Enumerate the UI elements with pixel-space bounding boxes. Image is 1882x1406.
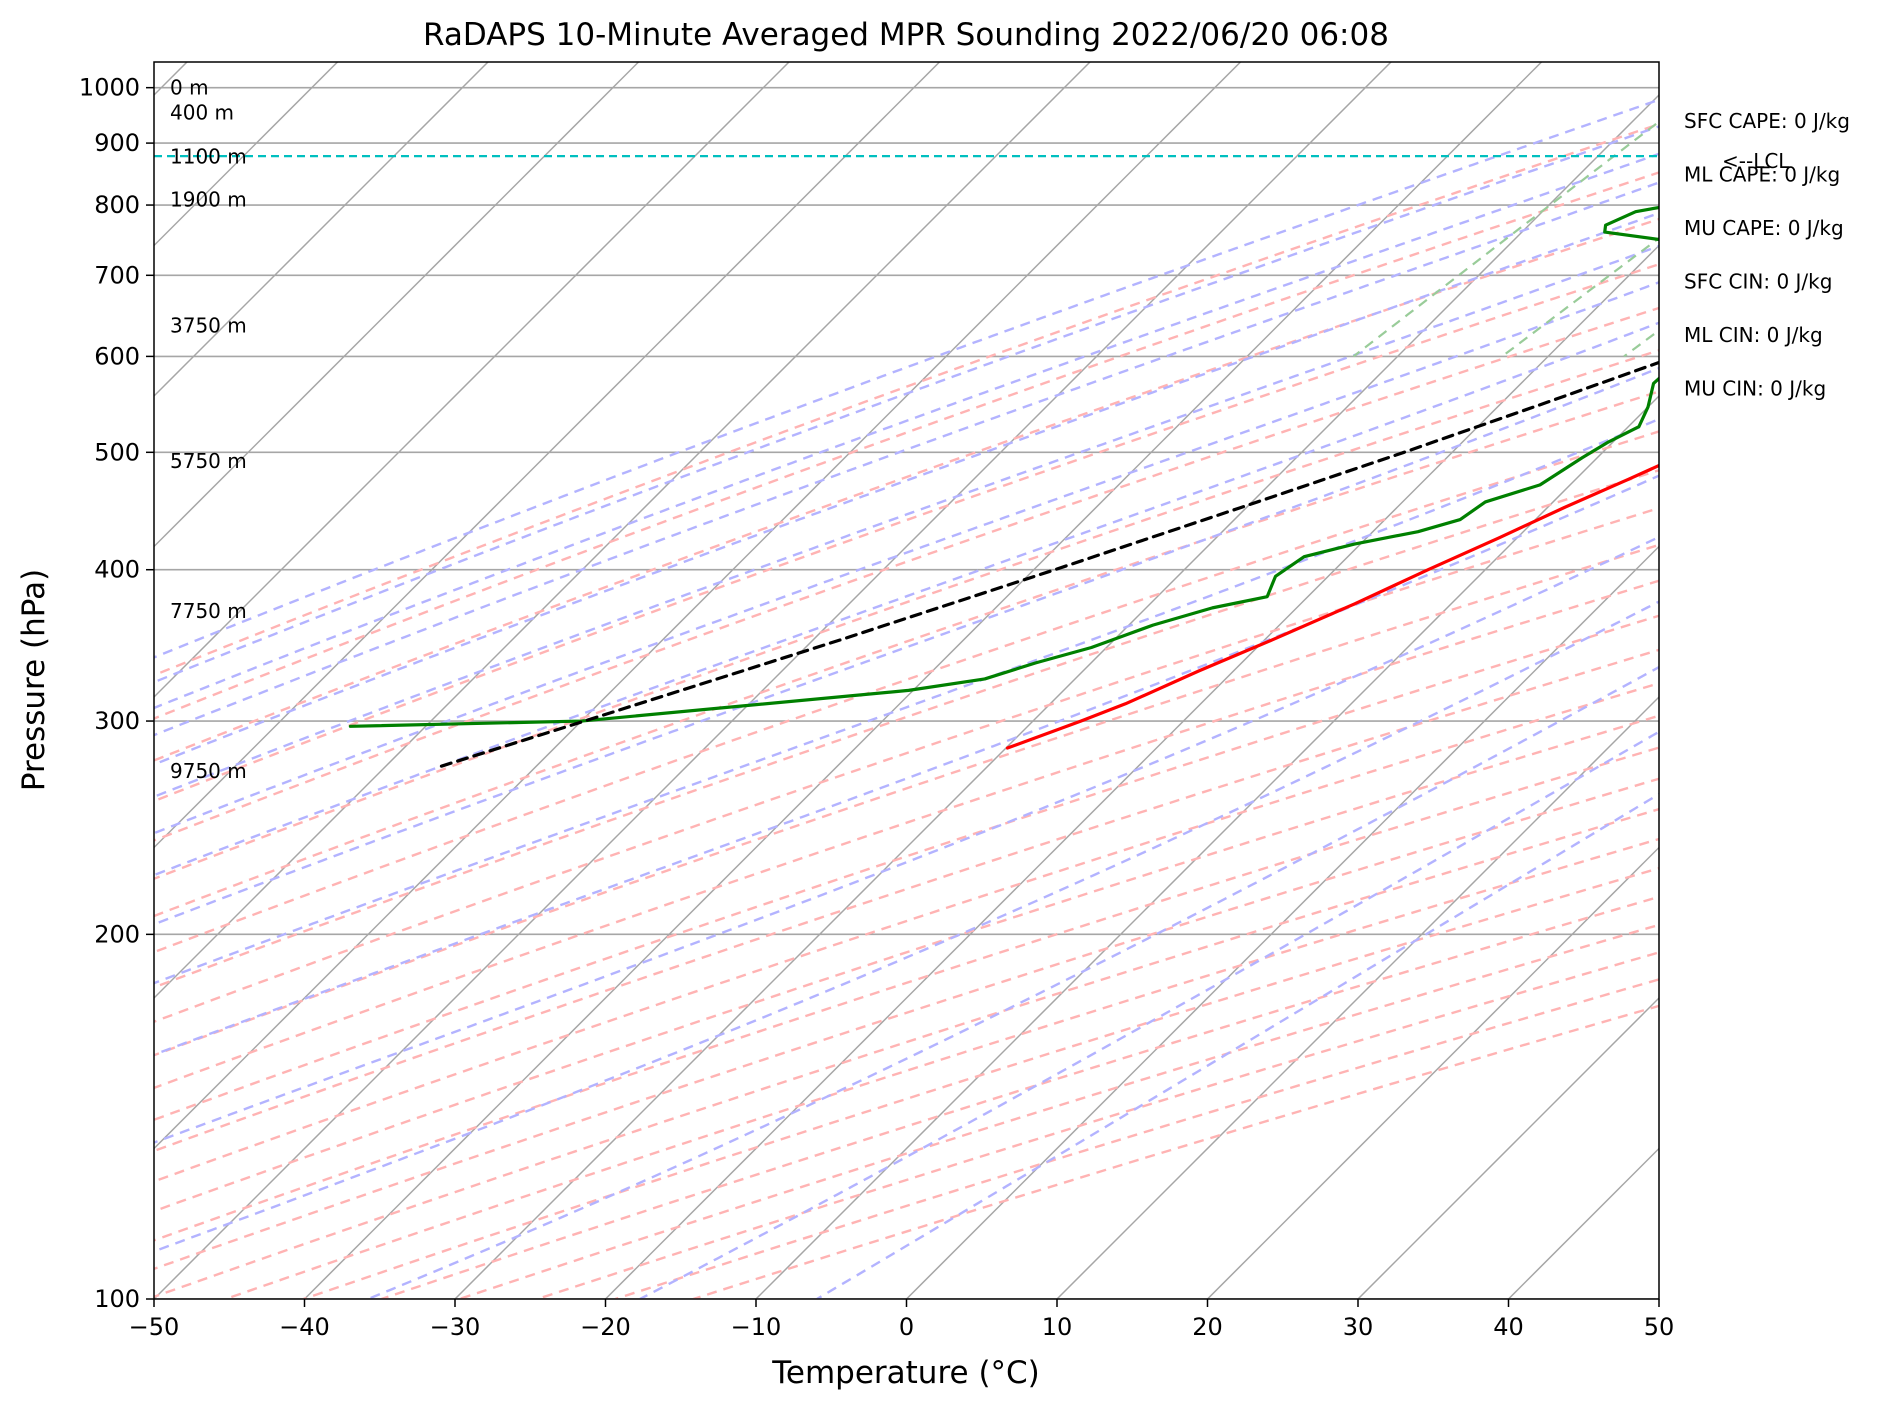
dry-adiabat-line — [154, 122, 1659, 677]
dry-adiabat-line — [154, 746, 1659, 1242]
isotherm-line — [755, 394, 1659, 1299]
axes: −50 −40 −30 −20 −10 0 10 20 30 40 50 100 200 300 400 50… — [79, 74, 1674, 1341]
moist-adiabat-line — [154, 366, 1659, 926]
isotherm-line — [154, 62, 1392, 1299]
x-tick-label: 30 — [1343, 1313, 1374, 1341]
x-tick-label: 10 — [1042, 1313, 1073, 1341]
y-tick-label: 800 — [94, 191, 140, 219]
dry-adiabat-line — [154, 262, 1659, 803]
x-tick-label: −30 — [430, 1313, 481, 1341]
y-tick-label: 300 — [94, 707, 140, 735]
moist-adiabat-line — [154, 98, 1659, 659]
y-tick-label: 700 — [94, 261, 140, 289]
moist-adiabat-line — [154, 474, 1659, 1056]
height-label: 5750 m — [170, 449, 247, 473]
y-axis-label: Pressure (hPa) — [16, 569, 52, 791]
isotherm-line — [154, 62, 640, 548]
y-tick-label: 500 — [94, 438, 140, 466]
mixing-ratio-line — [1623, 329, 1659, 358]
dry-adiabat-line — [154, 390, 1659, 918]
isotherm-line — [454, 93, 1659, 1299]
y-tick-label: 200 — [94, 920, 140, 948]
dry-adiabat-line — [154, 543, 1659, 1057]
moist-adiabat-line — [154, 281, 1659, 835]
mixing-ratio-line — [1868, 62, 1882, 356]
moist-adiabat-line — [367, 665, 1659, 1299]
x-tick-label: −50 — [129, 1313, 180, 1341]
dry-adiabat-line — [154, 506, 1659, 1024]
height-label: 3750 m — [170, 313, 247, 337]
moist-adiabat-line — [154, 417, 1659, 985]
x-tick-label: 40 — [1493, 1313, 1524, 1341]
y-tick-label: 900 — [94, 129, 140, 157]
temperature-trace — [1005, 463, 1659, 750]
index-label: ML CAPE: 0 J/kg — [1684, 163, 1840, 187]
index-label: ML CIN: 0 J/kg — [1684, 323, 1823, 347]
moist-adiabat-line — [154, 535, 1659, 1144]
height-label: 0 m — [170, 76, 209, 100]
isotherm-line — [154, 62, 941, 849]
mixing-ratio-line — [1501, 236, 1659, 358]
moist-adiabat-line — [154, 125, 1659, 684]
moist-adiabat-line — [154, 600, 1659, 1253]
index-label: SFC CAPE: 0 J/kg — [1684, 109, 1850, 133]
height-label: 9750 m — [170, 759, 247, 783]
isotherm-line — [905, 545, 1659, 1299]
x-tick-label: 20 — [1192, 1313, 1223, 1341]
x-axis-label: Temperature (°C) — [771, 1355, 1040, 1391]
height-label: 1900 m — [170, 187, 247, 211]
moist-adiabat-line — [816, 792, 1659, 1299]
isotherm-line — [154, 62, 1242, 1150]
x-tick-label: −20 — [580, 1313, 631, 1341]
dewpoint-trace — [348, 205, 1659, 728]
isotherm-line — [154, 62, 489, 398]
x-tick-label: −10 — [731, 1313, 782, 1341]
index-label: MU CIN: 0 J/kg — [1684, 377, 1826, 401]
chart-title: RaDAPS 10-Minute Averaged MPR Sounding 2… — [423, 17, 1389, 53]
dry-adiabat-line — [154, 579, 1659, 1090]
isotherm-line — [604, 244, 1659, 1299]
moist-adiabat-line — [154, 181, 1659, 737]
moist-adiabat-line — [154, 321, 1659, 877]
dry-adiabat-line — [154, 306, 1659, 842]
dry-adiabat-line — [614, 978, 1659, 1299]
x-tick-label: 50 — [1644, 1313, 1675, 1341]
height-label: 7750 m — [170, 599, 247, 623]
background-lines — [154, 62, 1882, 1299]
dry-adiabat-line — [154, 171, 1659, 720]
x-tick-label: 0 — [899, 1313, 914, 1341]
lcl-label: <--LCL — [1722, 149, 1790, 173]
mixing-ratio-line — [1352, 120, 1659, 358]
isotherm-line — [154, 62, 790, 699]
isotherm-line — [1056, 695, 1659, 1299]
index-label: SFC CIN: 0 J/kg — [1684, 270, 1832, 294]
dry-adiabat-line — [225, 837, 1659, 1299]
isotherm-line — [154, 62, 1091, 1000]
x-tick-label: −40 — [279, 1313, 330, 1341]
y-tick-label: 400 — [94, 556, 140, 584]
dry-adiabat-line — [154, 614, 1659, 1122]
parcel-trace — [437, 360, 1659, 769]
height-label: 1100 m — [170, 144, 247, 168]
y-tick-label: 600 — [94, 342, 140, 370]
isotherm-line — [303, 62, 1543, 1299]
y-tick-label: 1000 — [79, 74, 140, 102]
y-tick-label: 100 — [94, 1285, 140, 1313]
isotherm-line — [1206, 846, 1659, 1299]
isotherm-line — [1658, 1297, 1659, 1299]
dry-adiabat-line — [692, 1004, 1659, 1299]
moist-adiabat-line — [639, 730, 1659, 1299]
sounding-traces — [154, 155, 1659, 769]
index-label: MU CAPE: 0 J/kg — [1684, 216, 1844, 240]
height-label: 400 m — [170, 101, 234, 125]
dry-adiabat-line — [154, 777, 1659, 1271]
dry-adiabat-line — [154, 349, 1659, 881]
isotherm-line — [1357, 996, 1659, 1299]
mixing-ratio-line — [1755, 62, 1882, 356]
